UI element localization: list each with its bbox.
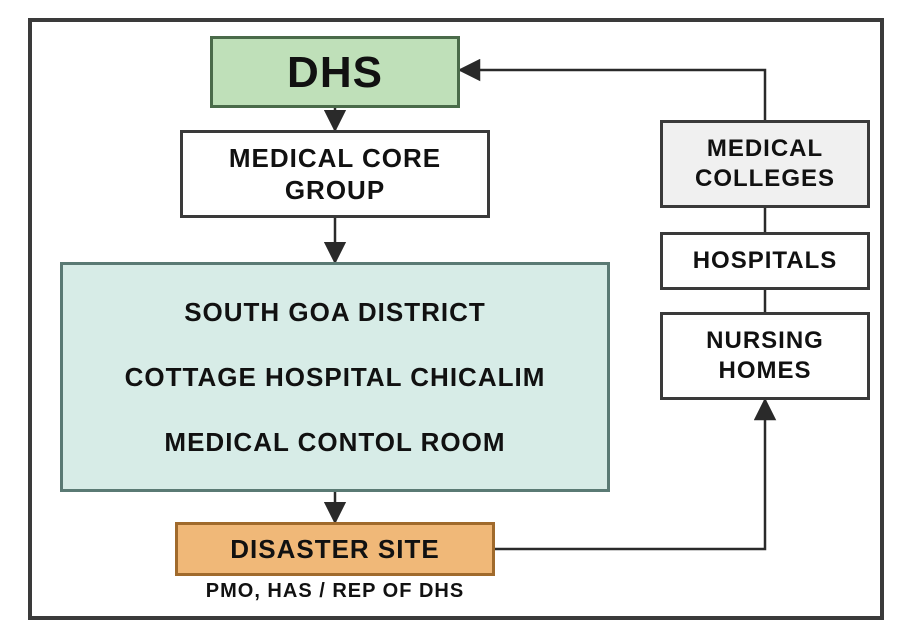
node-dhs-label: DHS [287, 45, 383, 100]
node-disaster-site: DISASTER SITE [175, 522, 495, 576]
node-disaster-label: DISASTER SITE [230, 533, 439, 566]
caption-text: PMO, HAS / REP OF DHS [206, 580, 464, 602]
node-dhs: DHS [210, 36, 460, 108]
node-district-label: SOUTH GOA DISTRICT COTTAGE HOSPITAL CHIC… [125, 296, 546, 459]
node-hospitals: HOSPITALS [660, 232, 870, 290]
node-core-label: MEDICAL CORE GROUP [229, 142, 441, 207]
node-nursing-homes: NURSING HOMES [660, 312, 870, 400]
node-nursing-label: NURSING HOMES [706, 326, 824, 386]
node-medical-core-group: MEDICAL CORE GROUP [180, 130, 490, 218]
node-south-goa-district: SOUTH GOA DISTRICT COTTAGE HOSPITAL CHIC… [60, 262, 610, 492]
node-medical-colleges: MEDICAL COLLEGES [660, 120, 870, 208]
node-colleges-label: MEDICAL COLLEGES [695, 134, 835, 194]
diagram-canvas: DHS MEDICAL CORE GROUP SOUTH GOA DISTRIC… [0, 0, 912, 639]
caption-pmo: PMO, HAS / REP OF DHS [175, 580, 495, 603]
node-hospitals-label: HOSPITALS [693, 246, 838, 276]
